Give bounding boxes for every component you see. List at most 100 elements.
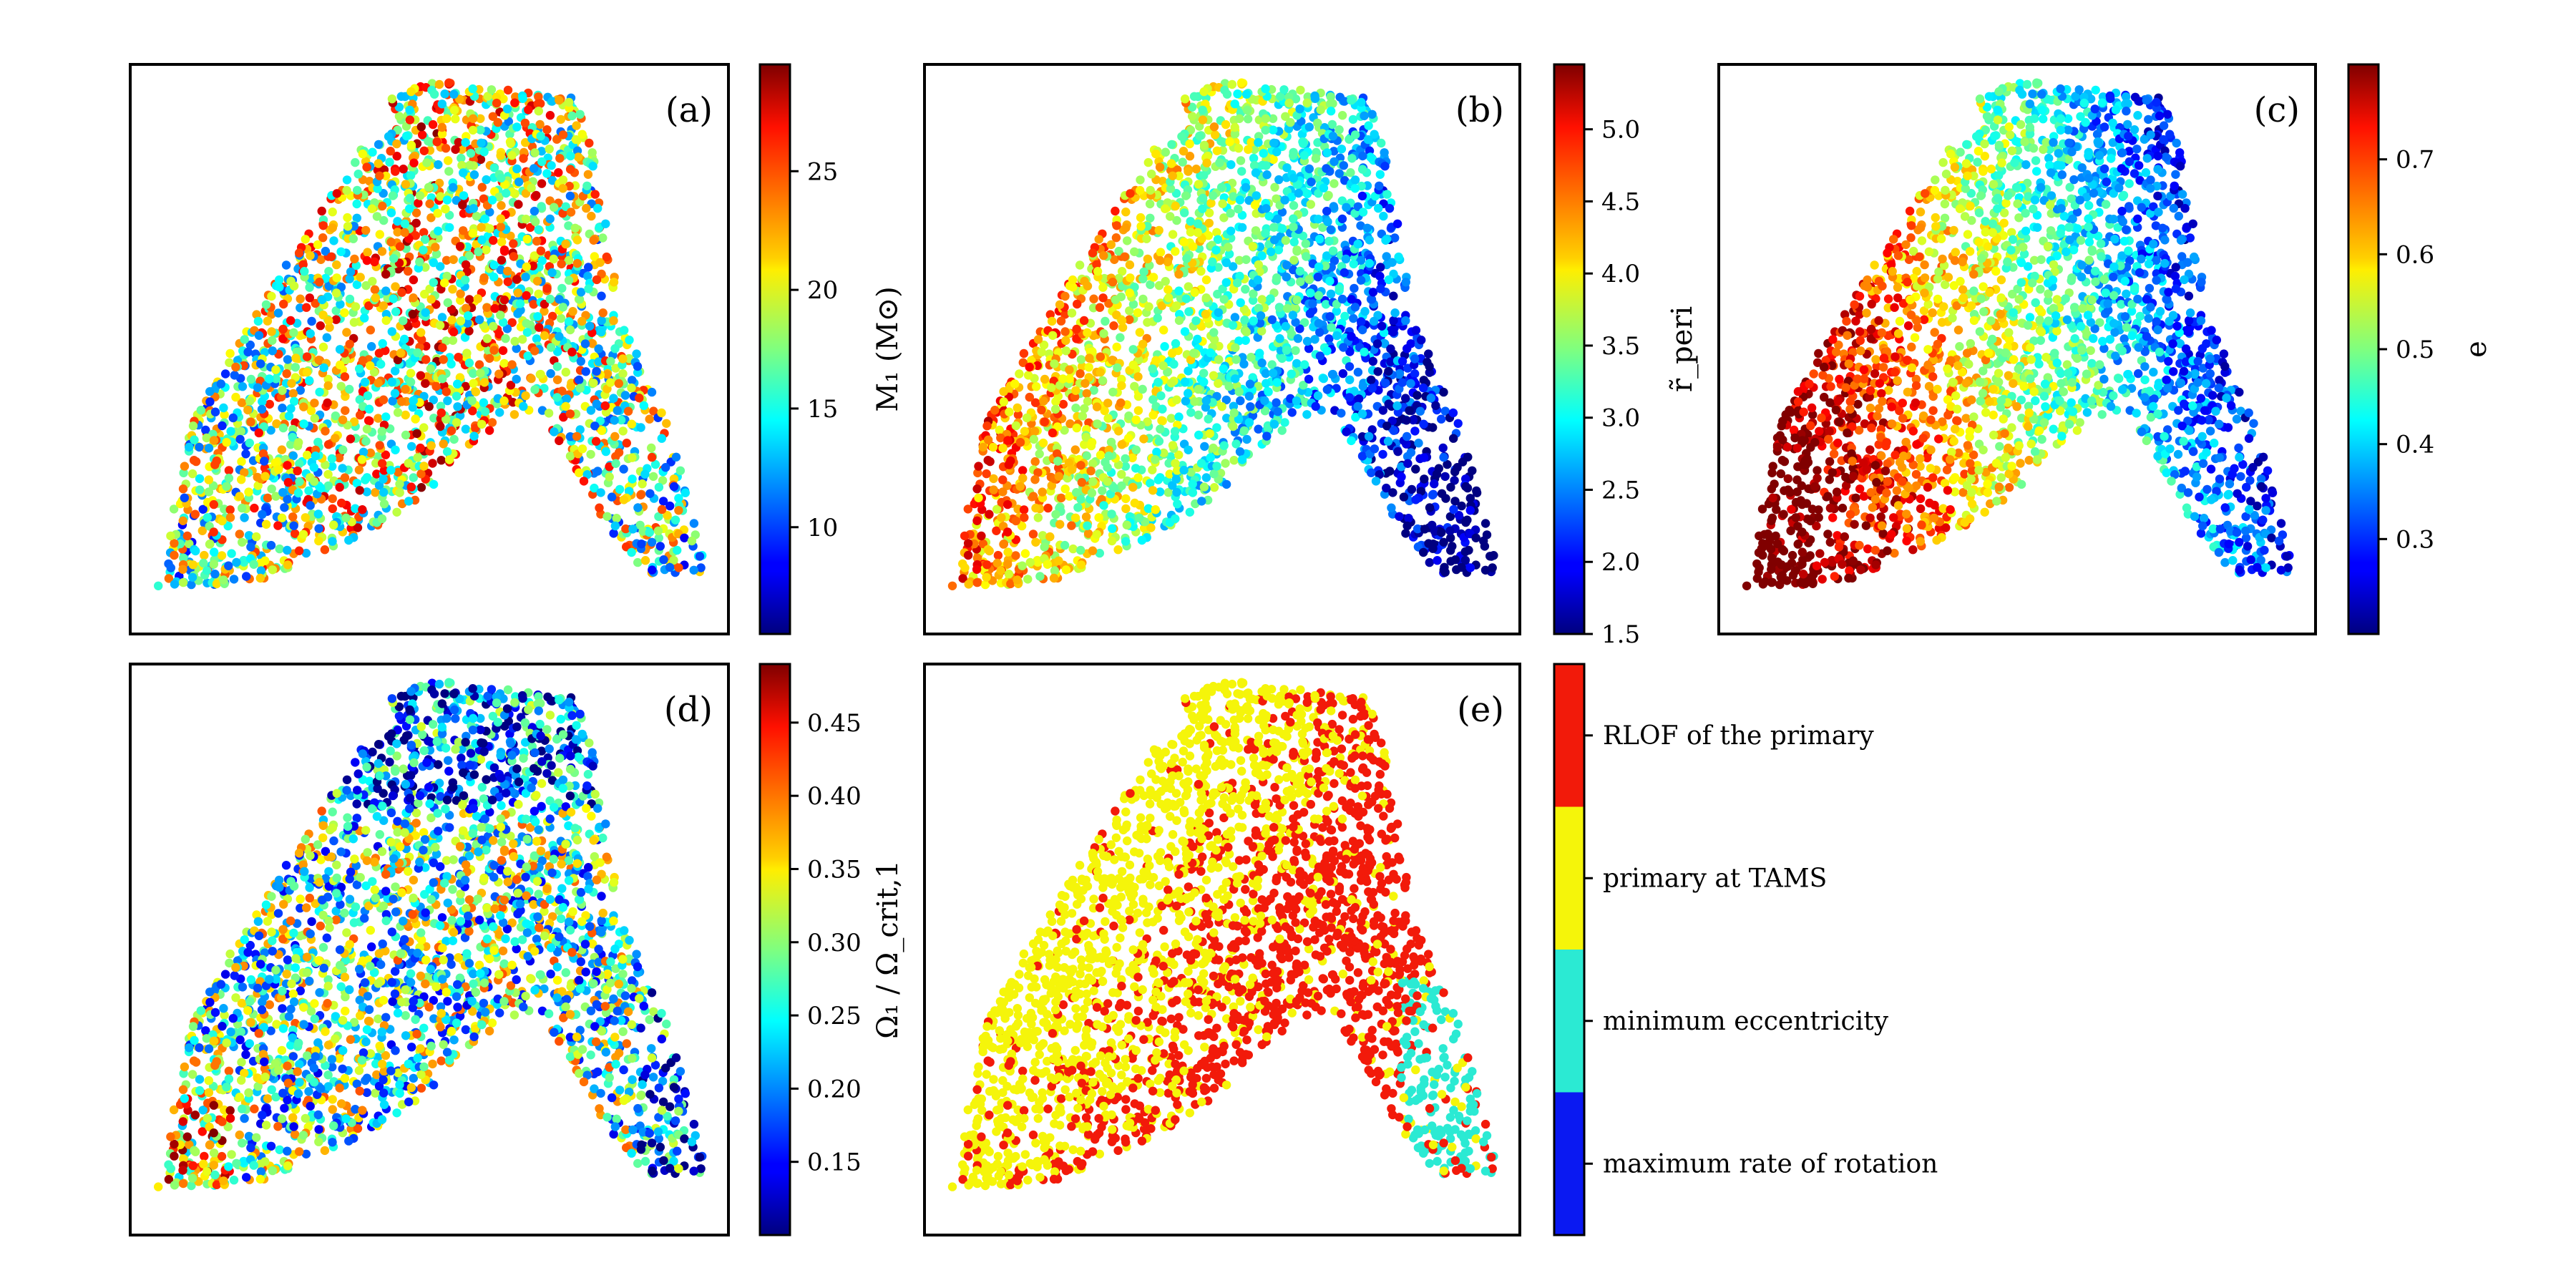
scatter-point — [1311, 154, 1321, 163]
scatter-point — [441, 336, 451, 346]
scatter-point — [1073, 503, 1083, 512]
scatter-point — [356, 273, 365, 282]
scatter-point — [279, 299, 288, 309]
scatter-point — [1196, 266, 1206, 276]
scatter-point — [307, 316, 316, 326]
panel-label: (a) — [665, 90, 713, 130]
scatter-point — [1054, 556, 1063, 565]
scatter-point — [289, 281, 299, 291]
scatter-point — [1201, 275, 1211, 285]
scatter-point — [238, 382, 248, 391]
scatter-point — [377, 459, 387, 468]
scatter-point — [521, 391, 530, 401]
scatter-point — [338, 415, 348, 424]
scatter-point — [170, 550, 179, 560]
scatter-point — [415, 257, 424, 267]
scatter-point — [204, 487, 214, 497]
scatter-point — [1005, 407, 1014, 416]
scatter-point — [345, 294, 355, 304]
scatter-point — [536, 132, 545, 141]
scatter-point — [260, 457, 269, 466]
scatter-point — [1201, 309, 1211, 319]
scatter-point — [316, 321, 325, 331]
scatter-point — [309, 463, 318, 472]
scatter-point — [999, 540, 1008, 549]
scatter-point — [1088, 546, 1098, 555]
scatter-point — [309, 477, 319, 486]
scatter-point — [336, 360, 345, 370]
scatter-point — [1031, 537, 1040, 547]
scatter-point — [268, 336, 277, 346]
scatter-point — [1227, 79, 1237, 89]
scatter-point — [328, 462, 337, 471]
scatter-point — [273, 308, 283, 318]
scatter-point — [587, 148, 597, 157]
scatter-point — [649, 406, 658, 416]
scatter-point — [1125, 260, 1135, 270]
scatter-point — [1301, 239, 1311, 248]
scatter-point — [362, 424, 372, 434]
scatter-point — [1033, 335, 1043, 344]
scatter-point — [583, 170, 593, 179]
scatter-point — [1401, 529, 1410, 538]
scatter-point — [1185, 139, 1194, 149]
scatter-point — [390, 389, 400, 398]
scatter-point — [284, 361, 293, 371]
scatter-point — [567, 111, 577, 121]
scatter-point — [318, 233, 328, 243]
scatter-point — [372, 212, 382, 221]
scatter-point — [974, 462, 983, 471]
scatter-point — [1269, 235, 1279, 245]
scatter-point — [1113, 363, 1122, 373]
scatter-point — [1079, 316, 1089, 326]
colorbar-tick-label: 25 — [807, 157, 838, 186]
scatter-point — [556, 313, 566, 323]
scatter-point — [191, 546, 200, 556]
scatter-point — [360, 313, 369, 323]
scatter-point — [442, 114, 452, 123]
scatter-point — [467, 396, 477, 406]
scatter-point — [1414, 439, 1423, 448]
scatter-point — [1159, 326, 1169, 335]
scatter-point — [310, 399, 319, 408]
scatter-point — [1292, 296, 1302, 305]
scatter-point — [495, 408, 504, 417]
scatter-point — [203, 513, 213, 522]
scatter-point — [409, 473, 418, 482]
scatter-point — [401, 410, 410, 420]
scatter-point — [598, 308, 608, 318]
scatter-point — [1051, 397, 1060, 406]
scatter-point — [566, 208, 576, 217]
scatter-point — [509, 252, 519, 261]
scatter-point — [283, 461, 292, 470]
scatter-point — [1419, 376, 1429, 385]
scatter-point — [536, 369, 545, 379]
scatter-point — [1326, 225, 1336, 235]
scatter-point — [305, 376, 314, 386]
scatter-point — [200, 550, 209, 560]
scatter-point — [249, 560, 258, 569]
scatter-point — [1289, 238, 1299, 247]
scatter-point — [353, 185, 362, 195]
scatter-point — [514, 200, 523, 209]
scatter-point — [179, 468, 188, 478]
scatter-point — [1004, 570, 1014, 579]
scatter-point — [323, 469, 333, 479]
scatter-point — [1426, 394, 1436, 403]
scatter-point — [1330, 157, 1339, 167]
scatter-point — [610, 431, 620, 441]
scatter-point — [527, 183, 536, 192]
scatter-point — [572, 258, 582, 268]
scatter-point — [332, 273, 341, 283]
scatter-point — [406, 140, 416, 150]
scatter-point — [386, 208, 396, 218]
scatter-point — [600, 401, 610, 411]
scatter-point — [497, 238, 507, 247]
scatter-point — [340, 372, 350, 381]
scatter-point — [1304, 122, 1314, 132]
scatter-point — [1125, 288, 1135, 298]
scatter-point — [972, 577, 982, 587]
scatter-point — [530, 164, 539, 173]
scatter-point — [514, 177, 524, 187]
scatter-point — [1261, 228, 1270, 238]
